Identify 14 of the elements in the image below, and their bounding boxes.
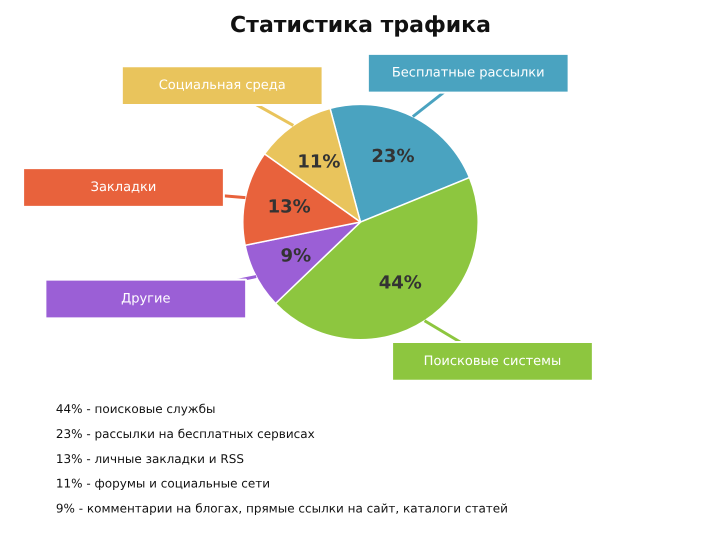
slice-label: Социальная среда bbox=[158, 78, 286, 94]
data-label: 9% bbox=[280, 245, 312, 266]
data-label: 23% bbox=[371, 146, 414, 168]
text: 13% - личные закладки и RSS bbox=[56, 452, 244, 466]
slice-label: Поисковые системы bbox=[424, 354, 562, 369]
chart-title: Статистика трафика bbox=[230, 12, 491, 38]
text: 23% - рассылки на бесплатных сервисах bbox=[56, 426, 315, 441]
data-label: 13% bbox=[268, 196, 311, 218]
text: 44% - поисковые службы bbox=[56, 402, 216, 416]
text: 11% - форумы и социальные сети bbox=[56, 476, 270, 491]
data-label: 44% bbox=[378, 272, 422, 294]
text: 9% - комментарии на блогах, прямые ссылки на сайт, каталоги статей bbox=[56, 502, 508, 516]
slice-label: Бесплатные рассылки bbox=[392, 66, 545, 81]
data-label: 11% bbox=[297, 152, 340, 173]
